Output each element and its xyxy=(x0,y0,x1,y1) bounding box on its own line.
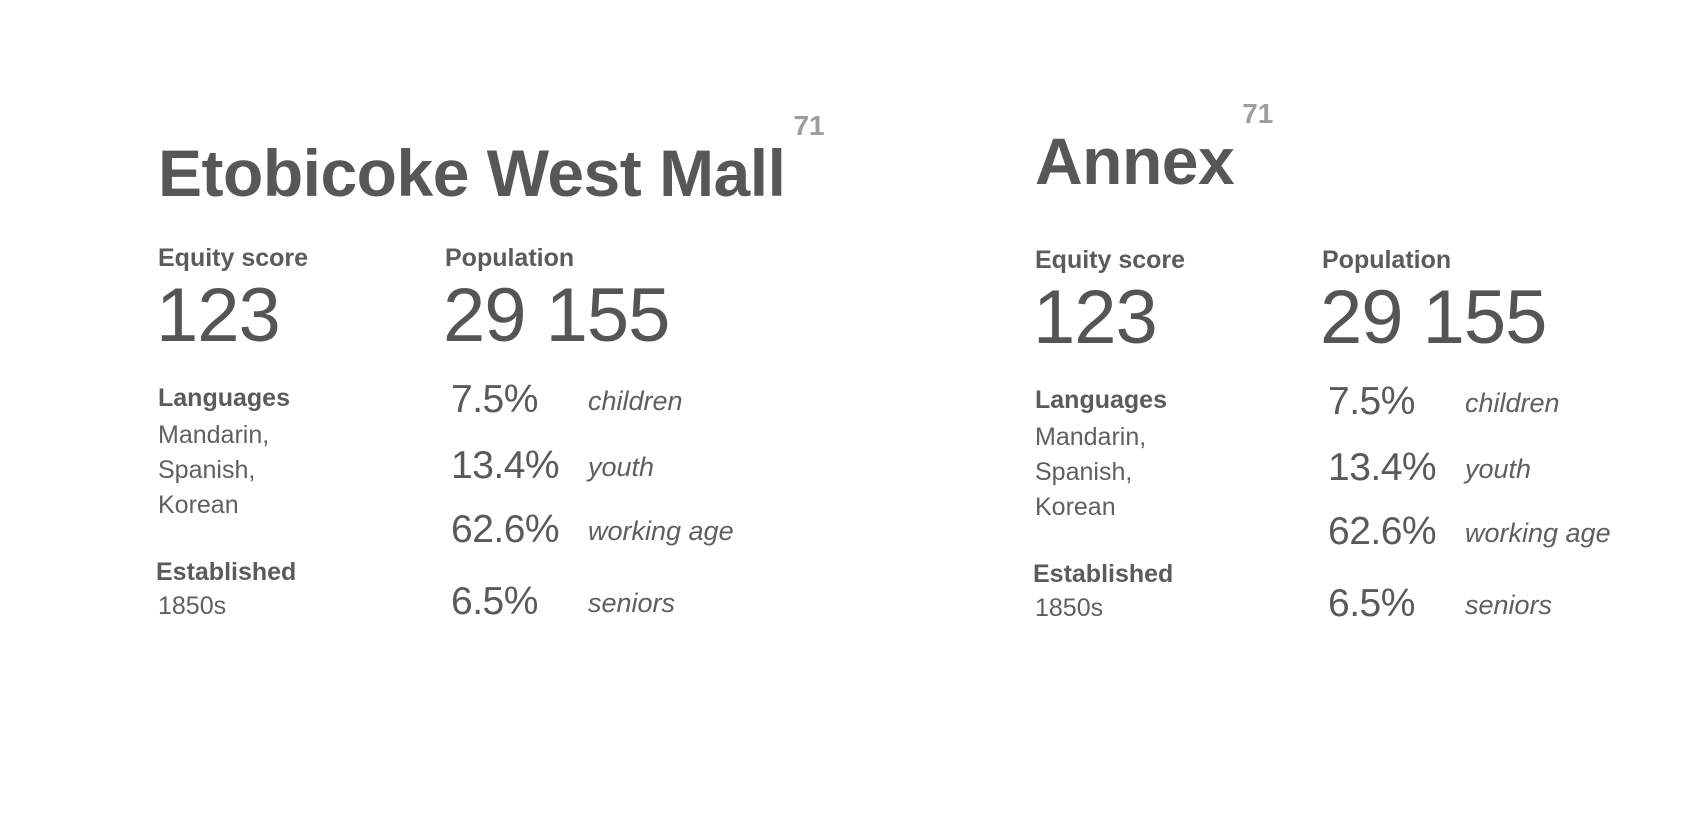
age-group-percent: 7.5% xyxy=(1328,380,1415,423)
neighbourhood-name: Etobicoke West Mall xyxy=(158,136,786,210)
age-group-stats: 7.5% children 13.4% youth 62.6% working … xyxy=(1328,382,1708,642)
language-item: Korean xyxy=(158,491,239,519)
age-group-label: youth xyxy=(1465,454,1532,484)
established-label: Established xyxy=(1033,560,1174,588)
neighbourhood-card-annex: Annex71 Equity score 123 Population 29 1… xyxy=(1033,98,1708,672)
population-value: 29 155 xyxy=(1320,275,1547,360)
neighbourhood-rank: 71 xyxy=(1242,98,1274,129)
equity-score-value: 123 xyxy=(1033,275,1158,360)
age-group-percent: 62.6% xyxy=(1328,510,1437,553)
age-group-label: working age xyxy=(588,516,734,546)
language-item: Mandarin, xyxy=(1035,423,1147,451)
population-label: Population xyxy=(1322,246,1452,274)
age-group-label: seniors xyxy=(1465,590,1553,620)
languages-list: Mandarin, Spanish, Korean xyxy=(1035,420,1146,525)
equity-score-label: Equity score xyxy=(158,244,309,272)
language-item: Spanish, xyxy=(1035,458,1133,486)
age-group-label: youth xyxy=(588,452,655,482)
language-item: Korean xyxy=(1035,493,1116,521)
equity-score-label: Equity score xyxy=(1035,246,1186,274)
card-title-row: Etobicoke West Mall71 xyxy=(158,110,825,210)
language-item: Mandarin, xyxy=(158,421,270,449)
age-group-label: seniors xyxy=(588,588,676,618)
population-label: Population xyxy=(445,244,575,272)
age-group-percent: 6.5% xyxy=(1328,582,1415,625)
established-value: 1850s xyxy=(1035,594,1104,622)
age-group-label: working age xyxy=(1465,518,1611,548)
age-group-label: children xyxy=(1465,388,1560,418)
age-group-percent: 13.4% xyxy=(451,444,560,487)
neighbourhood-name: Annex xyxy=(1035,124,1235,198)
languages-list: Mandarin, Spanish, Korean xyxy=(158,418,269,523)
age-group-percent: 62.6% xyxy=(451,508,560,551)
age-group-label: children xyxy=(588,386,683,416)
age-group-percent: 6.5% xyxy=(451,580,538,623)
established-label: Established xyxy=(156,558,297,586)
age-group-percent: 7.5% xyxy=(451,378,538,421)
age-group-percent: 13.4% xyxy=(1328,446,1437,489)
language-item: Spanish, xyxy=(158,456,256,484)
population-value: 29 155 xyxy=(443,273,670,358)
neighbourhood-rank: 71 xyxy=(793,110,825,141)
established-value: 1850s xyxy=(158,592,227,620)
languages-label: Languages xyxy=(1035,386,1167,414)
age-group-stats: 7.5% children 13.4% youth 62.6% working … xyxy=(451,380,871,640)
neighbourhood-card-etobicoke-west-mall: Etobicoke West Mall71 Equity score 123 P… xyxy=(156,110,878,670)
equity-score-value: 123 xyxy=(156,273,281,358)
languages-label: Languages xyxy=(158,384,290,412)
card-title-row: Annex71 xyxy=(1035,98,1273,198)
